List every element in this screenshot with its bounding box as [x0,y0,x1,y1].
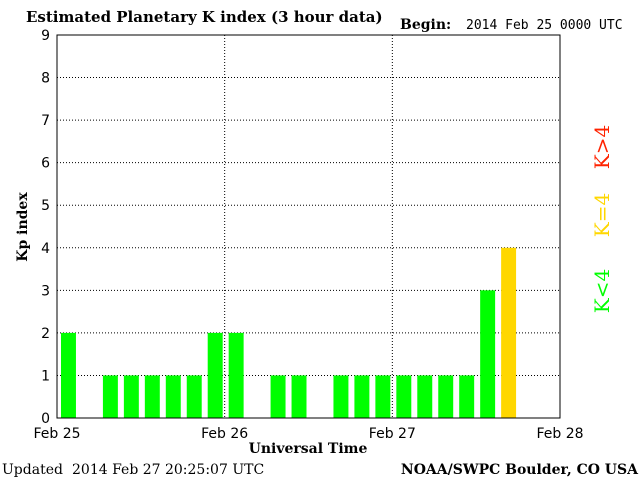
bar [354,375,370,418]
bar [123,375,139,418]
updated-value: 2014 Feb 27 20:25:07 UTC [72,462,264,478]
bar [228,332,244,418]
bar [396,375,412,418]
plot-frame [56,34,561,419]
x-tick-label: Feb 25 [33,426,80,442]
x-tick-label: Feb 26 [201,426,248,442]
bar [501,247,517,418]
bar [61,332,76,418]
bar [144,375,160,418]
x-tick-label: Feb 27 [369,426,416,442]
legend-k-greater-4: K>4 [590,125,614,169]
gridlines [57,35,560,418]
bar [480,290,496,418]
y-tick-label: 2 [41,326,50,342]
begin-value: 2014 Feb 25 0000 UTC [466,18,623,33]
source-credit: NOAA/SWPC Boulder, CO USA [401,462,639,478]
y-tick-label: 9 [41,28,50,44]
y-tick-label: 5 [41,198,50,214]
bar [207,332,223,418]
y-tick-labels: 0 1 2 3 4 5 6 7 8 9 [41,28,50,427]
bar [333,375,349,418]
y-tick-label: 8 [41,71,50,87]
updated-label: Updated [2,462,63,478]
y-tick-label: 0 [41,411,50,427]
y-tick-label: 4 [41,241,50,257]
begin-label: Begin: [400,17,451,33]
bar [291,375,307,418]
bars [61,247,517,418]
bar [417,375,433,418]
bar [102,375,118,418]
legend-k-less-4: K<4 [590,269,614,313]
bar [165,375,181,418]
bar [438,375,454,418]
bar [459,375,475,418]
bar [186,375,202,418]
legend-k-equal-4: K=4 [590,193,614,237]
y-tick-label: 6 [41,156,50,172]
y-tick-label: 3 [41,283,50,299]
bar [270,375,286,418]
y-tick-label: 7 [41,113,50,129]
bar [375,375,391,418]
y-tick-label: 1 [41,368,50,384]
x-tick-labels: Feb 25 Feb 26 Feb 27 Feb 28 [33,426,583,442]
chart-title: Estimated Planetary K index (3 hour data… [26,8,383,26]
x-tick-label: Feb 28 [536,426,583,442]
x-axis-label: Universal Time [249,441,368,457]
y-axis-label: Kp index [15,192,31,262]
